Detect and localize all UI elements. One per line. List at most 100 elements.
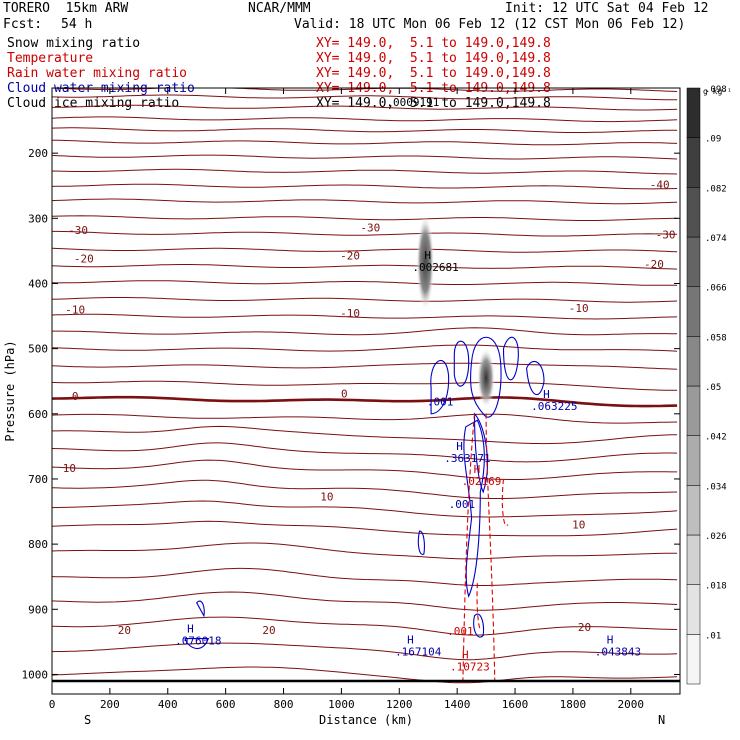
cloud-water-contour — [453, 340, 470, 387]
isotherm-line — [52, 215, 678, 221]
isotherm-line — [52, 666, 678, 684]
extremum-marker: H — [424, 249, 431, 262]
y-tick-label: 200 — [28, 147, 48, 160]
x-tick-label: 1800 — [560, 698, 587, 711]
rain-water-contour — [485, 413, 496, 682]
isotherm-line — [52, 104, 678, 111]
isotherm-line — [52, 542, 678, 560]
rain-water-contour — [476, 583, 481, 630]
legend-xy-range: XY= 149.0, 5.1 to 149.0,149.8 — [316, 36, 551, 51]
extremum-value: .063225 — [531, 400, 577, 413]
colorbar-label: .018 — [705, 582, 727, 592]
legend-field-name: Temperature — [7, 51, 94, 66]
init-time: Init: 12 UTC Sat 04 Feb 12 — [505, 1, 709, 16]
colorbar-swatch — [686, 87, 701, 138]
isotherm-line — [52, 479, 678, 499]
isotherm-line — [52, 154, 678, 160]
cloud-water-contour — [526, 360, 545, 396]
isotherm-line — [52, 116, 678, 123]
extremum-value: .001 — [427, 395, 454, 408]
rain-water-contour — [501, 478, 509, 527]
isotherm-label: 10 — [63, 462, 76, 475]
colorbar-swatch — [686, 286, 701, 337]
colorbar-swatch — [686, 336, 701, 387]
plot-frame — [51, 87, 681, 695]
colorbar-swatch — [686, 385, 701, 436]
extremum-marker: H — [462, 649, 469, 662]
y-axis-label: Pressure (hPa) — [3, 340, 17, 441]
model-name: TORERO 15km ARW — [3, 1, 129, 16]
isotherm-line — [52, 198, 678, 205]
colorbar-label: .01 — [705, 631, 721, 641]
legend-xy-range: XY= 149.0, 5.1 to 149.0,149.8 — [316, 66, 551, 81]
fcst-value: 54 h — [61, 17, 93, 32]
isotherm-line — [52, 413, 678, 424]
colorbar-label: .082 — [705, 184, 727, 194]
y-tick-label: 800 — [28, 538, 48, 551]
y-tick-label: 1000 — [22, 668, 49, 681]
isotherm-label: -40 — [650, 178, 670, 191]
y-tick-label: 700 — [28, 473, 48, 486]
colorbar-unit: g kg⁻¹ — [703, 87, 732, 96]
isotherm-line — [52, 380, 678, 391]
isotherm-line — [52, 94, 678, 101]
snow-mixing-shade — [416, 214, 435, 311]
isotherm-line — [52, 264, 678, 270]
isotherm-label: -30 — [68, 224, 88, 237]
colorbar-swatch — [686, 236, 701, 287]
extremum-value: .02169 — [462, 475, 502, 488]
colorbar-swatch — [686, 187, 701, 238]
isotherm-line — [52, 500, 678, 518]
y-tick-label: 400 — [28, 277, 48, 290]
isotherm-line — [52, 183, 678, 190]
colorbar-label: .034 — [705, 482, 727, 492]
extremum-value: .076018 — [175, 635, 221, 648]
colorbar-label: .042 — [705, 433, 727, 443]
extremum-marker: H — [407, 634, 414, 647]
legend-xy-range: XY= 149.0, 5.1 to 149.0,149.8 — [316, 51, 551, 66]
colorbar-swatch — [686, 634, 701, 685]
isotherm-line — [52, 616, 678, 636]
isotherm-line — [52, 442, 678, 463]
isotherm-label: 20 — [118, 624, 131, 637]
isotherm-line — [52, 459, 678, 480]
isotherm-label: -20 — [644, 258, 664, 271]
extremum-marker: H — [607, 634, 614, 647]
cloud-water-contour — [196, 600, 205, 618]
isotherm-label: -30 — [360, 221, 380, 234]
isotherm-line — [52, 327, 678, 336]
y-tick-label: 600 — [28, 408, 48, 421]
x-tick-label: 800 — [274, 698, 294, 711]
cloud-water-contour — [463, 419, 485, 598]
x-tick-label: 0 — [49, 698, 56, 711]
x-tick-label: 1000 — [328, 698, 355, 711]
y-tick-label: 300 — [28, 212, 48, 225]
isotherm-line — [52, 139, 678, 146]
isotherm-line — [52, 127, 678, 133]
isotherm-line — [52, 313, 678, 320]
isotherm-label: -30 — [656, 229, 676, 242]
rain-water-contour — [462, 413, 476, 682]
isotherm-line — [52, 230, 678, 237]
isotherm-label: -20 — [74, 253, 94, 266]
colorbar-label: .058 — [705, 333, 727, 343]
isotherm-line — [52, 297, 678, 303]
colorbar-label: .026 — [705, 532, 727, 542]
x-tick-label: 2000 — [618, 698, 645, 711]
colorbar-label: .098 — [705, 85, 727, 95]
extremum-marker: H — [543, 388, 550, 401]
colorbar-swatch — [686, 435, 701, 486]
extremum-value: .043843 — [595, 646, 641, 659]
extremum-value: .001 — [447, 625, 474, 638]
extremum-marker: H — [456, 440, 463, 453]
cloud-water-contour — [473, 613, 485, 638]
extremum-value: .001 — [449, 498, 476, 511]
colorbar-label: .066 — [705, 284, 727, 294]
isotherm-label: 0 — [72, 390, 79, 403]
isotherm-line — [52, 567, 678, 586]
isotherm-label: 10 — [320, 491, 333, 504]
isotherm-label: -10 — [340, 307, 360, 320]
colorbar-swatch — [686, 534, 701, 585]
isotherm-label: -20 — [340, 249, 360, 262]
